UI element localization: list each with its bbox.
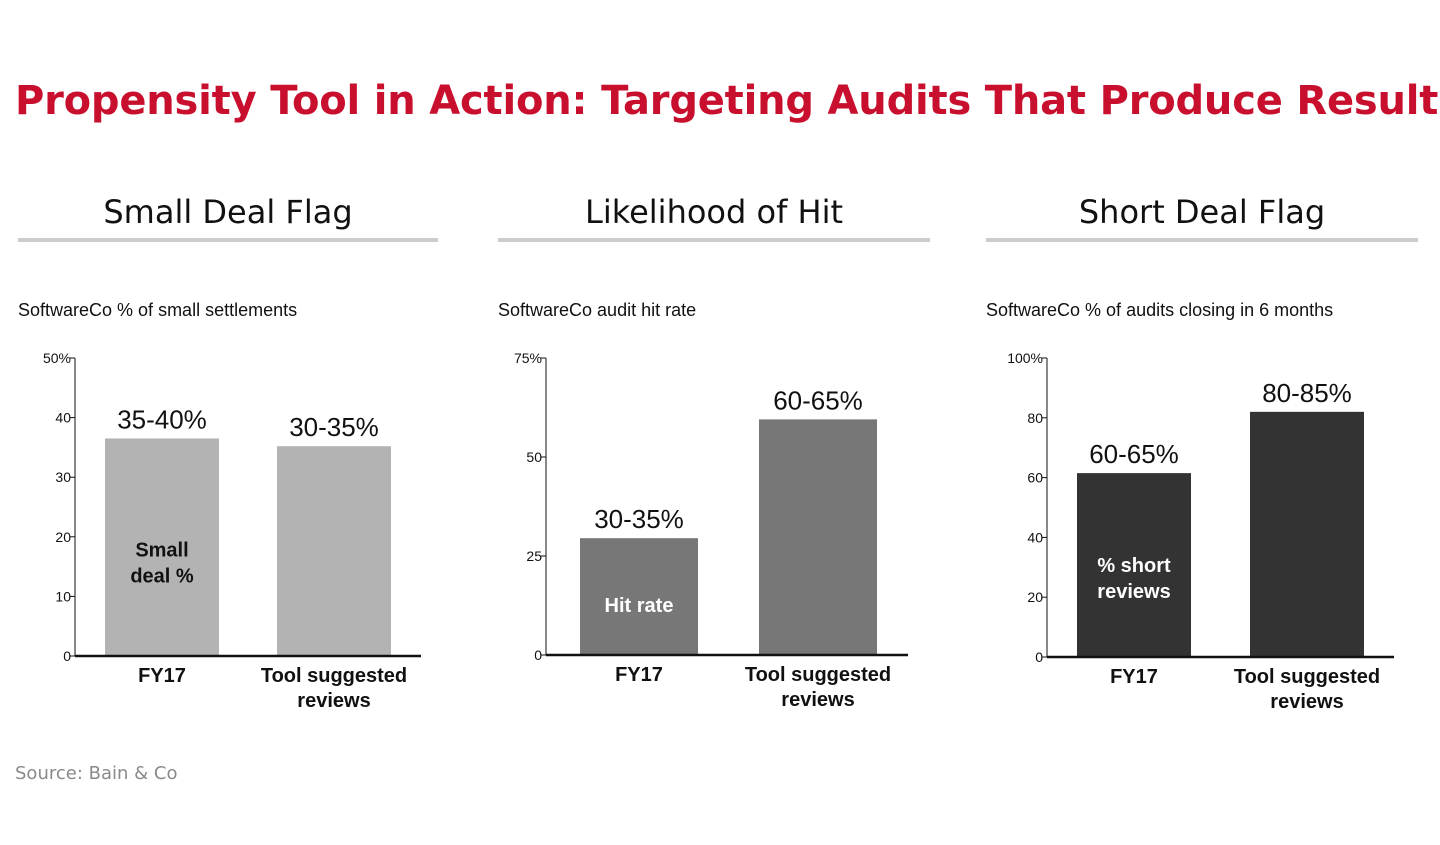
panel-small-deal-flag: Small Deal Flag SoftwareCo % of small se… xyxy=(18,0,438,845)
chart-likelihood-of-hit: 0 25 50 75% 30-35% FY17 60-65% Tool suggested re… xyxy=(514,350,908,711)
panel-heading: Small Deal Flag xyxy=(103,193,353,231)
bar-fy17 xyxy=(105,438,219,656)
panel-likelihood-of-hit: Likelihood of Hit SoftwareCo audit hit r… xyxy=(498,0,930,845)
data-label: 60-65% xyxy=(1089,439,1179,469)
y-tick-label: 0 xyxy=(1035,649,1043,665)
bar-inner-label: reviews xyxy=(1097,581,1170,603)
x-category-label: Tool suggested xyxy=(261,665,407,687)
y-tick-label: 40 xyxy=(1027,529,1043,545)
chart-small-deal-flag: 0 10 20 30 40 50% 35-40% FY17 30-35% Tool suggest… xyxy=(43,350,421,712)
bar-tool-suggested xyxy=(759,419,877,655)
panel-divider xyxy=(986,238,1418,242)
panel-divider xyxy=(18,238,438,242)
y-tick-label: 50 xyxy=(526,449,542,465)
x-category-label: reviews xyxy=(1270,691,1343,713)
y-tick-label: 10 xyxy=(55,588,71,604)
panel-divider xyxy=(498,238,930,242)
x-category-label: reviews xyxy=(781,689,854,711)
y-tick-label: 0 xyxy=(63,648,71,664)
y-tick-label: 0 xyxy=(534,647,542,663)
chart-short-deal-flag: 0 20 40 60 80 100% 60-65% FY17 80-85% Tool sugges… xyxy=(1007,350,1394,713)
chart-subtitle: SoftwareCo % of audits closing in 6 mont… xyxy=(986,300,1334,320)
panel-short-deal-flag: Short Deal Flag SoftwareCo % of audits c… xyxy=(986,0,1418,845)
data-label: 60-65% xyxy=(773,385,863,415)
bar-fy17 xyxy=(1077,473,1191,657)
bar-inner-label: % short xyxy=(1097,555,1171,577)
x-category-label: Tool suggested xyxy=(1234,666,1380,688)
x-category-label: reviews xyxy=(297,690,370,712)
bar-tool-suggested xyxy=(1250,411,1364,657)
y-tick-label: 20 xyxy=(1027,589,1043,605)
x-category-label: FY17 xyxy=(138,665,186,687)
x-category-label: FY17 xyxy=(615,664,663,686)
data-label: 30-35% xyxy=(594,504,684,534)
y-tick-label: 20 xyxy=(55,529,71,545)
chart-subtitle: SoftwareCo % of small settlements xyxy=(18,300,298,320)
data-label: 30-35% xyxy=(289,412,379,442)
y-tick-label: 100% xyxy=(1007,350,1043,366)
y-tick-label: 25 xyxy=(526,548,542,564)
bar-fy17 xyxy=(580,538,698,655)
data-label: 35-40% xyxy=(117,404,207,434)
y-tick-label: 80 xyxy=(1027,410,1043,426)
y-tick-label: 40 xyxy=(55,410,71,426)
y-tick-label: 50% xyxy=(43,350,71,366)
panel-heading: Likelihood of Hit xyxy=(584,193,843,231)
x-category-label: Tool suggested xyxy=(745,664,891,686)
bar-inner-label: deal % xyxy=(130,565,194,587)
page-title: Propensity Tool in Action: Targeting Aud… xyxy=(15,78,1440,124)
bar-inner-label: Hit rate xyxy=(605,595,674,617)
source-note: Source: Bain & Co xyxy=(15,763,178,784)
chart-subtitle: SoftwareCo audit hit rate xyxy=(498,300,697,320)
bar-tool-suggested xyxy=(277,446,391,656)
y-tick-label: 75% xyxy=(514,350,542,366)
panel-heading: Short Deal Flag xyxy=(1078,193,1326,231)
bar-inner-label: Small xyxy=(135,539,188,561)
y-tick-label: 60 xyxy=(1027,470,1043,486)
x-category-label: FY17 xyxy=(1110,666,1158,688)
data-label: 80-85% xyxy=(1262,378,1352,408)
y-tick-label: 30 xyxy=(55,469,71,485)
